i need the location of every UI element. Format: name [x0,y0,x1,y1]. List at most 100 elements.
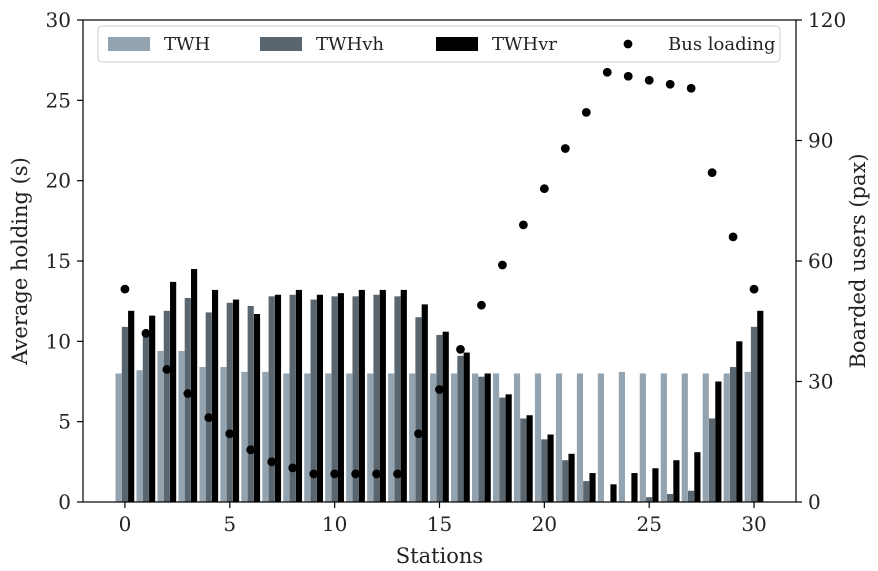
right-tick-label: 90 [808,129,833,153]
bar-twhvr-station-16 [463,352,470,502]
bus-loading-point-station-4 [204,413,214,423]
bar-twhvr-station-19 [526,415,533,502]
bus-loading-point-station-0 [120,284,130,294]
bar-twhvh-station-29 [729,367,737,502]
bus-loading-point-station-3 [183,389,193,398]
left-tick-label: 30 [46,8,71,32]
legend: TWH TWHvh TWHvr Bus loading [97,25,781,63]
bar-twh-station-9 [304,373,311,502]
bus-loading-point-station-28 [707,168,717,178]
bar-twh-station-13 [388,373,395,502]
bar-twhvr-station-28 [715,381,722,502]
bar-twhvh-station-12 [373,294,380,502]
bottom-tick-label: 15 [427,512,452,536]
legend-swatch-twh [108,37,150,51]
bar-twhvh-station-18 [499,397,506,502]
x-axis-label: Stations [396,544,483,568]
bus-loading-point-station-21 [560,144,570,153]
bar-twhvh-station-0 [121,326,128,502]
bar-twh-station-17 [472,373,479,502]
bar-twh-station-24 [618,371,625,502]
bottom-axis-ticks: 0 5 10 15 20 25 30 [119,502,767,536]
bar-twhvh-station-16 [457,355,464,502]
bar-twhvh-station-9 [310,299,317,502]
bar-twhvh-station-5 [226,302,233,502]
bottom-tick-label: 25 [636,512,661,536]
bar-twh-station-10 [325,373,332,502]
bar-twh-station-27 [681,373,688,502]
bar-twh-station-5 [220,367,227,502]
bar-twhvr-station-5 [232,299,240,502]
bus-loading-point-station-10 [330,469,340,479]
bar-twh-station-7 [262,371,269,502]
bar-twh-station-11 [346,373,353,502]
bar-twh-station-21 [555,373,563,502]
bottom-tick-label: 5 [223,512,236,536]
bar-twhvr-station-11 [358,289,365,502]
bar-twh-station-12 [367,373,374,502]
bar-twhvr-station-10 [337,293,344,502]
bus-loading-point-station-22 [581,107,591,117]
left-axis-ticks: 0 5 10 15 20 25 30 [46,8,83,514]
bar-twhvr-station-0 [128,310,135,502]
bar-twhvr-station-4 [211,289,219,502]
bar-twhvh-station-20 [541,439,548,502]
legend-swatch-twhvr [436,37,478,51]
bar-twhvh-station-13 [394,296,401,502]
bar-twhvr-station-30 [757,310,764,502]
bottom-tick-label: 30 [741,512,766,536]
bar-twh-station-26 [660,373,667,502]
bus-loading-point-station-16 [456,344,465,354]
bar-twhvr-station-27 [694,452,701,502]
bus-loading-point-station-23 [602,67,612,77]
bus-loading-point-station-5 [225,429,235,439]
left-tick-label: 20 [46,169,71,193]
bars-layer [115,269,764,502]
bar-twhvh-station-17 [478,376,485,502]
right-tick-label: 0 [808,490,821,514]
bar-twhvr-station-20 [547,434,554,502]
bar-twhvr-station-6 [253,314,261,502]
right-tick-label: 30 [808,370,833,394]
legend-label-twhvh: TWHvh [316,34,384,55]
bar-twhvh-station-22 [583,481,590,502]
bar-twhvh-station-6 [247,305,254,502]
bus-loading-point-station-11 [351,469,361,479]
bar-twhvh-station-28 [708,418,716,502]
bar-twhvr-station-3 [191,269,198,502]
bar-twh-station-18 [492,373,500,502]
y-axis-label-right: Boarded users (pax) [846,153,870,368]
bar-twh-station-23 [597,373,604,502]
legend-label-bus-loading: Bus loading [668,34,776,55]
bus-loading-point-station-7 [267,457,277,467]
bar-twhvh-station-14 [415,317,422,502]
points-layer [120,67,759,479]
bar-twh-station-22 [576,373,584,502]
legend-swatch-twhvh [260,37,302,51]
left-tick-label: 10 [46,329,71,353]
bus-loading-point-station-9 [309,469,319,479]
bar-twhvr-station-15 [442,331,449,502]
bar-twhvr-station-7 [274,294,282,502]
bus-loading-point-station-19 [518,220,528,230]
bus-loading-point-station-8 [288,463,298,473]
bus-loading-point-station-20 [539,184,549,194]
bar-twhvr-station-18 [505,394,512,502]
bar-twhvh-station-8 [289,294,296,502]
bar-twh-station-29 [723,373,730,502]
bar-twh-station-4 [199,367,206,502]
right-tick-label: 60 [808,249,833,273]
bar-twhvh-station-21 [562,460,569,502]
legend-label-twhvr: TWHvr [492,34,557,55]
left-tick-label: 25 [46,88,71,112]
bar-twhvh-station-10 [331,296,338,502]
bar-twh-station-19 [513,373,521,502]
bus-loading-point-station-15 [435,385,444,394]
bar-twhvh-station-15 [436,334,443,502]
bar-twhvr-station-21 [568,453,575,502]
bus-loading-point-station-2 [162,365,172,374]
bar-twhvr-station-8 [295,289,303,502]
bar-twhvh-station-25 [646,497,653,502]
bus-loading-point-station-17 [477,300,486,310]
bar-twhvr-station-24 [631,473,638,502]
